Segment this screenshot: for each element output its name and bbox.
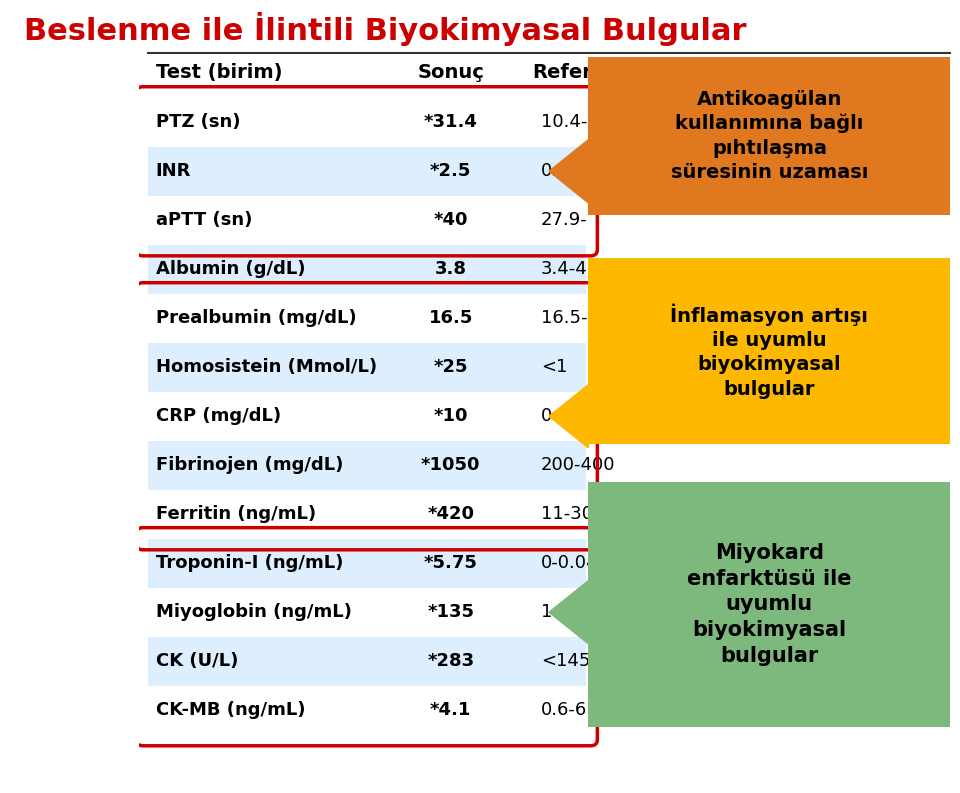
Text: <145: <145 [540, 652, 590, 670]
FancyBboxPatch shape [588, 259, 950, 444]
FancyBboxPatch shape [148, 538, 586, 588]
Polygon shape [549, 385, 588, 448]
Text: Homosistein (Mmol/L): Homosistein (Mmol/L) [156, 358, 377, 376]
Text: Beslenme ile İlintili Biyokimyasal Bulgular: Beslenme ile İlintili Biyokimyasal Bulgu… [24, 12, 747, 46]
Text: *40: *40 [434, 211, 468, 229]
Text: 3.8: 3.8 [435, 260, 467, 278]
Text: *1050: *1050 [421, 456, 480, 474]
Text: 0.8-1: 0.8-1 [540, 163, 588, 180]
Text: Troponin-I (ng/mL): Troponin-I (ng/mL) [156, 554, 343, 573]
FancyBboxPatch shape [588, 57, 950, 215]
FancyBboxPatch shape [588, 482, 950, 727]
Text: CK (U/L): CK (U/L) [156, 652, 238, 670]
Text: Albumin (g/dL): Albumin (g/dL) [156, 260, 305, 278]
Text: *10: *10 [434, 408, 468, 425]
FancyBboxPatch shape [148, 196, 586, 245]
Text: 14.3-6: 14.3-6 [540, 603, 599, 621]
FancyBboxPatch shape [148, 637, 586, 686]
Text: *25: *25 [434, 358, 468, 376]
Text: Referans: Referans [533, 63, 631, 82]
Text: 27.9-: 27.9- [540, 211, 588, 229]
Text: 10.4-: 10.4- [540, 113, 588, 132]
Text: Ferritin (ng/mL): Ferritin (ng/mL) [156, 505, 316, 523]
FancyBboxPatch shape [148, 441, 586, 490]
Text: *4.1: *4.1 [430, 701, 471, 719]
Polygon shape [549, 140, 588, 203]
Text: aPTT (sn): aPTT (sn) [156, 211, 252, 229]
Text: Fibrinojen (mg/dL): Fibrinojen (mg/dL) [156, 456, 343, 474]
Text: CRP (mg/dL): CRP (mg/dL) [156, 408, 281, 425]
Text: 0.6-6.3: 0.6-6.3 [540, 701, 605, 719]
Text: *135: *135 [427, 603, 474, 621]
Text: *31.4: *31.4 [423, 113, 478, 132]
FancyBboxPatch shape [148, 343, 586, 392]
Text: CK-MB (ng/mL): CK-MB (ng/mL) [156, 701, 305, 719]
Text: PTZ (sn): PTZ (sn) [156, 113, 240, 132]
FancyBboxPatch shape [148, 98, 586, 147]
Text: Test (birim): Test (birim) [156, 63, 282, 82]
FancyBboxPatch shape [148, 686, 586, 735]
FancyBboxPatch shape [148, 293, 586, 343]
Polygon shape [549, 580, 588, 644]
Text: 11-307: 11-307 [540, 505, 605, 523]
Text: 0-0.: 0-0. [540, 408, 576, 425]
FancyBboxPatch shape [148, 392, 586, 441]
Text: Miyoglobin (ng/mL): Miyoglobin (ng/mL) [156, 603, 351, 621]
Text: 0-0.04: 0-0.04 [540, 554, 598, 573]
FancyBboxPatch shape [148, 245, 586, 293]
Text: *283: *283 [427, 652, 474, 670]
Text: 16.5: 16.5 [428, 309, 473, 328]
Text: *5.75: *5.75 [423, 554, 478, 573]
Text: Sonuç: Sonuç [418, 63, 484, 82]
Text: Prealbumin (mg/dL): Prealbumin (mg/dL) [156, 309, 356, 328]
Text: 3.4-4.8: 3.4-4.8 [540, 260, 605, 278]
FancyBboxPatch shape [148, 490, 586, 538]
FancyBboxPatch shape [148, 588, 586, 637]
FancyBboxPatch shape [148, 147, 586, 196]
Text: 16.5-4: 16.5-4 [540, 309, 599, 328]
Text: Miyokard
enfarktüsü ile
uyumlu
biyokimyasal
bulgular: Miyokard enfarktüsü ile uyumlu biyokimya… [687, 543, 852, 665]
Text: *2.5: *2.5 [430, 163, 471, 180]
Text: INR: INR [156, 163, 191, 180]
Text: İnflamasyon artışı
ile uyumlu
biyokimyasal
bulgular: İnflamasyon artışı ile uyumlu biyokimyas… [670, 304, 868, 399]
Text: Antikoagülan
kullanımına bağlı
pıhtılaşma
süresinin uzaması: Antikoagülan kullanımına bağlı pıhtılaşm… [671, 90, 868, 182]
Text: <1: <1 [540, 358, 567, 376]
Text: 200-400: 200-400 [540, 456, 615, 474]
Text: *420: *420 [427, 505, 474, 523]
